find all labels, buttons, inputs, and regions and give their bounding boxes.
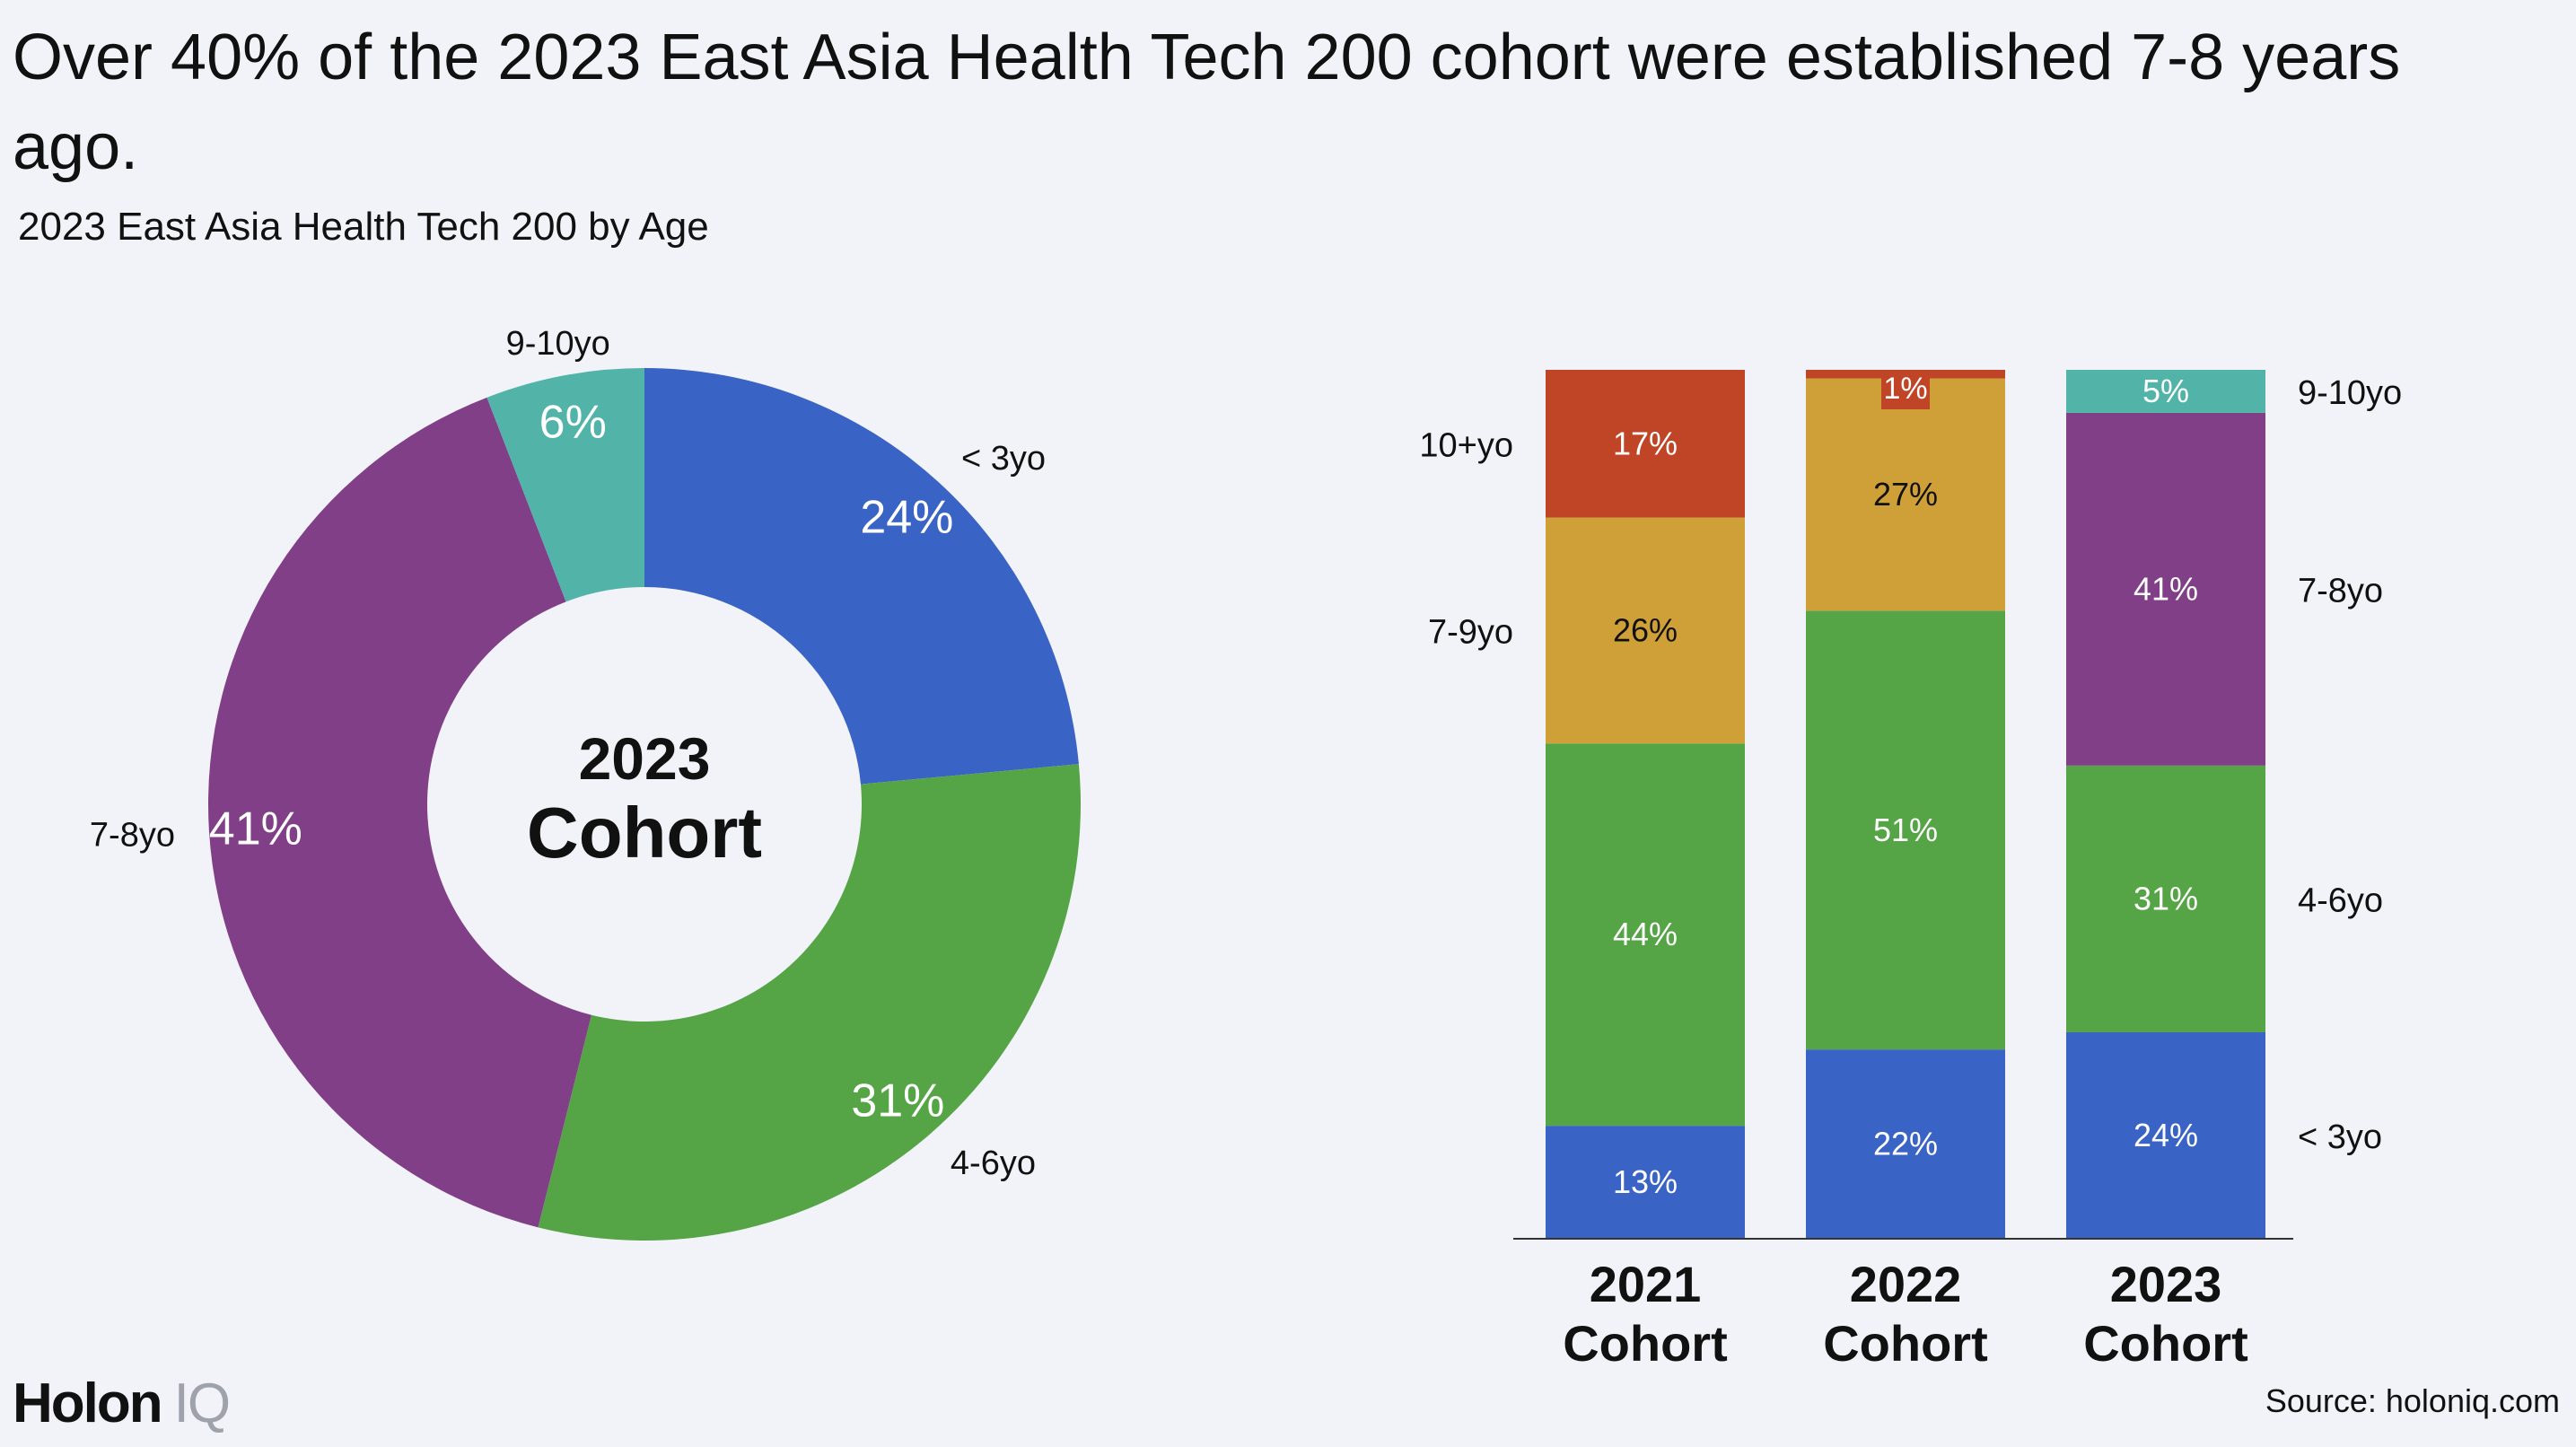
bar-segment-1-3yo — [1546, 1126, 1745, 1239]
series-label-left-7-9yo: 7-9yo — [1428, 613, 1513, 651]
donut-value-label-3yo: 24% — [860, 491, 953, 543]
chart-subtitle: 2023 East Asia Health Tech 200 by Age — [18, 205, 709, 249]
bar-value-label: 5% — [2142, 373, 2189, 409]
x-tick-label-2022: 2022 — [1850, 1256, 1962, 1312]
donut-slice-9-10yo — [486, 368, 644, 602]
series-label-left-10-yo: 10+yo — [1419, 426, 1513, 464]
donut-value-label-7-8yo: 41% — [209, 803, 302, 855]
bar-segment-1-7-9yo — [1546, 517, 1745, 744]
bar-segment-1-10-yo — [1546, 370, 1745, 518]
x-tick-label-2021: 2021 — [1590, 1256, 1702, 1312]
bar-value-label: 27% — [1873, 476, 1938, 513]
series-label-right-9-10yo: 9-10yo — [2298, 374, 2402, 412]
bar-segment-2-3yo — [1806, 1049, 2005, 1239]
source-note: Source: holoniq.com — [2265, 1382, 2560, 1419]
bar-segment-2-7-9yo — [1806, 378, 2005, 611]
donut-category-label-3yo: < 3yo — [961, 440, 1046, 478]
bar-value-label: 22% — [1873, 1126, 1938, 1162]
bar-value-label: 24% — [2134, 1117, 2198, 1153]
bar-segment-2-4-6yo — [1806, 610, 2005, 1050]
x-tick-label-2023: 2023 — [2110, 1256, 2222, 1312]
donut-category-label-4-6yo: 4-6yo — [951, 1144, 1036, 1182]
donut-slice-7-8yo — [207, 397, 591, 1228]
bar-segment-3-9-10yo — [2066, 370, 2265, 413]
x-tick-label-cohort: Cohort — [2083, 1315, 2248, 1372]
bar-value-label: 26% — [1613, 611, 1678, 648]
donut-value-label-9-10yo: 6% — [539, 396, 607, 448]
donut-value-label-4-6yo: 31% — [851, 1075, 944, 1127]
donut-slice-3yo — [644, 368, 1079, 785]
bar-value-label: 17% — [1613, 425, 1678, 461]
bar-small-label-box — [1881, 370, 1930, 409]
chart-title: Over 40% of the 2023 East Asia Health Te… — [13, 22, 2401, 183]
bar-segment-3-3yo — [2066, 1031, 2265, 1239]
donut-category-label-7-8yo: 7-8yo — [90, 816, 175, 854]
series-label-right-7-8yo: 7-8yo — [2298, 572, 2383, 609]
bar-value-label: 1% — [1883, 372, 1927, 406]
bar-value-label: 31% — [2134, 880, 2198, 916]
x-tick-label-cohort: Cohort — [1823, 1315, 1988, 1372]
x-tick-label-cohort: Cohort — [1563, 1315, 1728, 1372]
donut-slice-4-6yo — [538, 764, 1081, 1241]
donut-center-label-year: 2023 — [579, 725, 711, 792]
bar-value-label: 13% — [1613, 1163, 1678, 1200]
bar-segment-3-4-6yo — [2066, 765, 2265, 1032]
bar-value-label: 41% — [2134, 570, 2198, 607]
stacked-bar-chart: 13%44%26%17%22%51%27%1%24%31%41%5% 2021C… — [1419, 370, 2402, 1372]
donut-category-label-9-10yo: 9-10yo — [506, 325, 610, 363]
donut-center-label-cohort: Cohort — [527, 793, 762, 873]
bar-segment-3-7-8yo — [2066, 412, 2265, 766]
series-label-right-4-6yo: 4-6yo — [2298, 881, 2383, 919]
donut-chart: 2023 Cohort 24%< 3yo 31%4-6yo 41% 7-8yo 6% 9-… — [90, 325, 1081, 1241]
bar-value-label: 44% — [1613, 916, 1678, 952]
holoniq-logo: Holon IQ — [13, 1372, 231, 1434]
bar-value-label: 51% — [1873, 811, 1938, 848]
bar-segment-1-4-6yo — [1546, 743, 1745, 1127]
series-label-right-3yo: < 3yo — [2298, 1118, 2382, 1156]
